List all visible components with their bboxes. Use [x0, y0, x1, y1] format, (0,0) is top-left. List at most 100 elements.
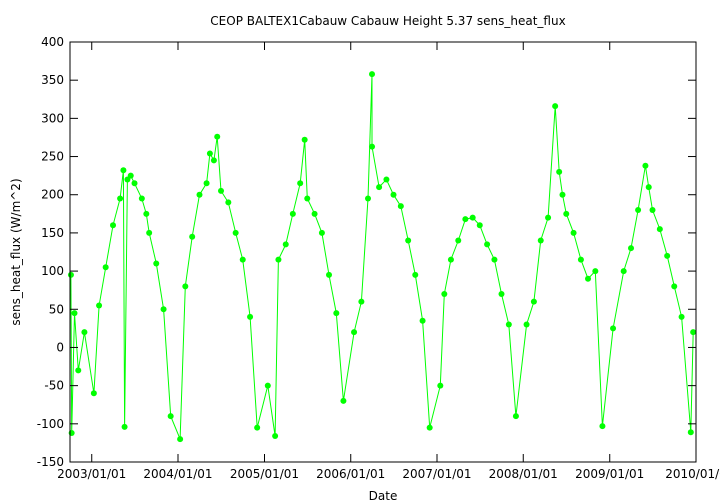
data-point — [218, 187, 225, 194]
data-point — [545, 214, 552, 221]
plot-frame — [69, 41, 697, 463]
data-point — [447, 256, 454, 263]
data-point — [664, 252, 671, 259]
data-point — [146, 229, 153, 236]
x-tick-label: 2007/01/01 — [402, 467, 471, 481]
data-point — [671, 283, 678, 290]
data-point — [96, 302, 103, 309]
data-point — [189, 233, 196, 240]
data-point — [264, 382, 271, 389]
data-point — [75, 367, 82, 374]
data-point — [160, 306, 167, 313]
data-point — [214, 133, 221, 140]
data-point — [537, 237, 544, 244]
data-point — [196, 191, 203, 198]
data-point — [239, 256, 246, 263]
data-point — [441, 291, 448, 297]
data-point — [81, 329, 88, 336]
y-tick-label: 300 — [41, 111, 64, 125]
data-point — [469, 214, 476, 221]
data-point — [556, 168, 563, 175]
data-point — [297, 180, 304, 187]
data-point — [90, 390, 97, 397]
y-tick-label: 100 — [41, 264, 64, 278]
data-point — [462, 216, 469, 223]
data-point — [426, 424, 433, 431]
data-point — [397, 203, 404, 210]
x-tick-label: 2008/01/01 — [489, 467, 558, 481]
data-point — [351, 329, 358, 336]
data-point — [127, 172, 134, 179]
data-point — [552, 103, 559, 110]
data-point — [138, 195, 145, 202]
data-point — [592, 268, 599, 275]
data-point — [203, 180, 210, 187]
data-point — [635, 207, 642, 213]
x-tick-label: 2009/01/01 — [575, 467, 644, 481]
data-point — [390, 191, 397, 198]
data-point — [206, 150, 213, 157]
data-point — [311, 210, 318, 217]
data-point — [455, 237, 462, 244]
data-point — [437, 382, 444, 389]
data-point — [383, 176, 390, 183]
data-point — [304, 195, 311, 202]
data-point — [570, 229, 577, 236]
y-tick-label: 200 — [41, 188, 64, 202]
series-line — [70, 74, 694, 440]
plot-area — [67, 71, 697, 443]
data-point — [559, 191, 566, 198]
x-axis: 2003/01/01 2004/01/01 2005/01/01 2006/01/01… — [57, 42, 720, 481]
data-point — [333, 310, 340, 317]
y-tick-label: 50 — [49, 302, 64, 316]
y-axis-label: sens_heat_flux (W/m^2) — [9, 178, 23, 325]
x-tick-label: 2004/01/01 — [143, 467, 212, 481]
y-tick-label: 250 — [41, 150, 64, 164]
data-point — [117, 195, 124, 202]
data-point — [369, 143, 376, 150]
data-point — [225, 199, 232, 206]
data-point — [649, 207, 656, 213]
data-point — [102, 264, 109, 271]
data-point — [120, 167, 127, 174]
data-point — [326, 271, 333, 278]
data-point — [523, 321, 530, 328]
data-point — [110, 222, 117, 229]
data-point — [645, 184, 652, 191]
y-tick-label: -150 — [37, 455, 64, 469]
x-tick-label: 2010/01/0 — [665, 467, 720, 481]
data-point — [498, 291, 505, 297]
data-point — [289, 210, 296, 217]
data-point — [642, 162, 649, 169]
data-point — [530, 298, 537, 305]
x-tick-label: 2003/01/01 — [57, 467, 126, 481]
data-point — [182, 283, 189, 290]
data-point — [301, 136, 308, 143]
data-point — [476, 222, 483, 229]
data-point — [153, 260, 160, 267]
data-point — [131, 180, 138, 187]
data-point — [318, 229, 325, 236]
data-point — [275, 256, 282, 263]
y-axis: -150 -100 -50 0 50 100 150 200 250 300 350 400 — [37, 35, 696, 469]
data-point — [177, 436, 184, 443]
y-tick-label: 0 — [56, 340, 64, 354]
data-point — [690, 329, 697, 336]
data-point — [247, 313, 254, 320]
data-point — [405, 237, 412, 244]
y-tick-label: -50 — [44, 379, 64, 393]
data-point — [577, 256, 584, 263]
data-point — [143, 210, 150, 217]
y-tick-label: -100 — [37, 417, 64, 431]
data-point — [620, 268, 627, 275]
x-tick-label: 2005/01/01 — [230, 467, 299, 481]
data-point — [563, 210, 570, 217]
data-point — [610, 325, 617, 332]
data-point — [484, 241, 491, 248]
data-point — [687, 429, 694, 436]
data-point — [272, 433, 279, 440]
x-tick-label: 2006/01/01 — [316, 467, 385, 481]
chart-title: CEOP BALTEX1Cabauw Cabauw Height 5.37 se… — [210, 14, 565, 28]
data-point — [254, 424, 261, 431]
